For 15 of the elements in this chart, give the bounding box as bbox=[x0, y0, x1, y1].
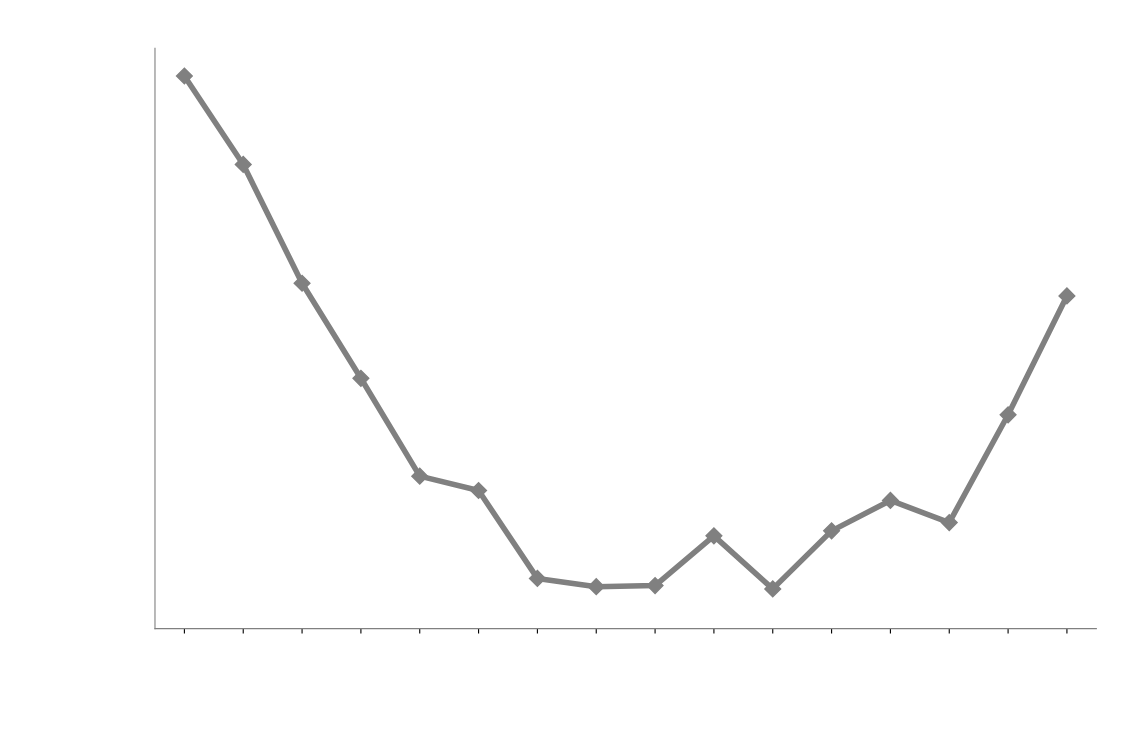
point bbox=[352, 369, 370, 387]
point bbox=[764, 580, 782, 598]
point bbox=[175, 67, 193, 85]
point bbox=[293, 274, 311, 292]
point bbox=[705, 527, 723, 545]
point bbox=[470, 481, 488, 500]
point bbox=[940, 514, 958, 532]
point bbox=[587, 578, 605, 596]
point bbox=[823, 522, 841, 540]
point bbox=[411, 467, 429, 485]
point bbox=[999, 406, 1017, 424]
point bbox=[528, 569, 546, 587]
point bbox=[1058, 287, 1076, 305]
point bbox=[881, 491, 899, 510]
point bbox=[234, 155, 252, 173]
